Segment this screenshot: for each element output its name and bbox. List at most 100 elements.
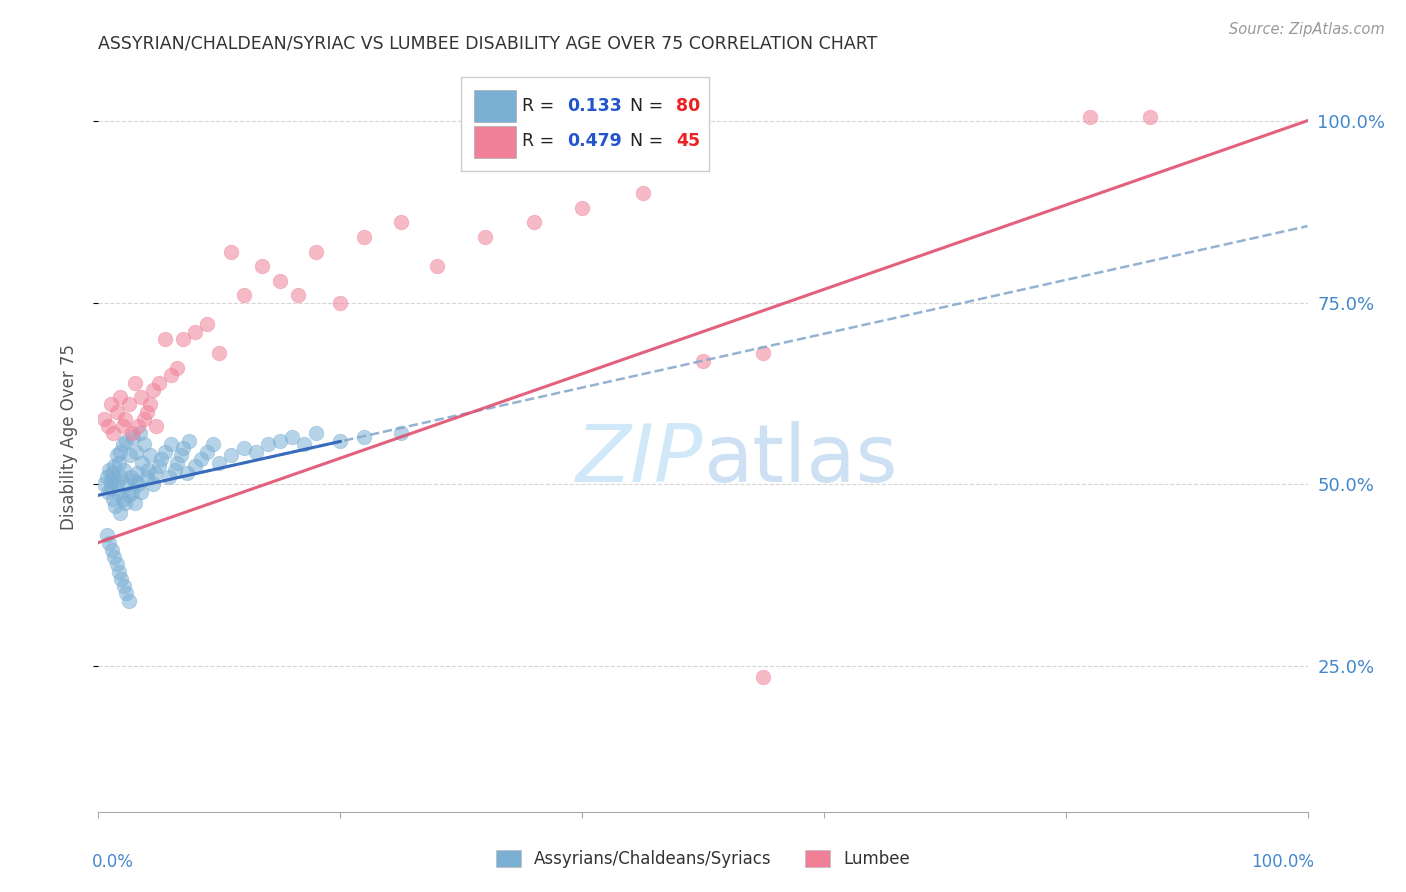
Point [121, 484, 143, 499]
Point [287, 288, 309, 302]
Point [115, 586, 138, 600]
Point [125, 444, 148, 458]
Point [232, 441, 254, 455]
Point [103, 459, 125, 474]
Point [105, 448, 128, 462]
Text: N =: N = [630, 132, 669, 150]
Point [169, 448, 191, 462]
Point [124, 376, 146, 390]
Point [195, 444, 218, 458]
Point [96, 470, 118, 484]
Point [139, 397, 162, 411]
Point [98, 535, 121, 549]
FancyBboxPatch shape [474, 90, 516, 121]
Point [150, 451, 173, 466]
Text: R =: R = [522, 97, 560, 115]
Point [118, 488, 141, 502]
Point [292, 437, 315, 451]
Point [108, 390, 131, 404]
Point [190, 451, 212, 466]
Point [93, 412, 115, 426]
Point [256, 437, 278, 451]
Point [163, 463, 186, 477]
Legend: Assyrians/Chaldeans/Syriacs, Lumbee: Assyrians/Chaldeans/Syriacs, Lumbee [489, 843, 917, 875]
Point [112, 463, 135, 477]
Point [131, 456, 153, 470]
Point [105, 404, 128, 418]
Point [184, 325, 207, 339]
Point [166, 361, 188, 376]
Point [103, 550, 125, 565]
Point [184, 459, 207, 474]
Point [142, 383, 165, 397]
Point [160, 368, 183, 383]
Point [752, 670, 775, 684]
Point [115, 434, 138, 448]
Point [100, 481, 122, 495]
Point [122, 430, 145, 444]
Point [118, 448, 141, 462]
Point [195, 318, 218, 332]
Point [114, 495, 136, 509]
Point [1078, 110, 1101, 124]
Point [329, 434, 352, 448]
Text: 0.0%: 0.0% [93, 853, 134, 871]
Point [179, 434, 201, 448]
Point [101, 426, 124, 441]
Point [202, 437, 225, 451]
Point [100, 474, 122, 488]
Point [118, 593, 141, 607]
Point [571, 201, 593, 215]
Text: Source: ZipAtlas.com: Source: ZipAtlas.com [1229, 22, 1385, 37]
Point [100, 467, 122, 481]
Point [117, 477, 139, 491]
Point [118, 397, 141, 411]
Point [353, 430, 375, 444]
Point [100, 542, 122, 557]
Point [108, 507, 131, 521]
Point [105, 477, 128, 491]
Point [127, 419, 149, 434]
Point [111, 419, 134, 434]
Text: atlas: atlas [703, 420, 897, 499]
Point [157, 470, 180, 484]
Text: N =: N = [630, 97, 669, 115]
Point [124, 495, 146, 509]
Text: 45: 45 [676, 132, 700, 150]
Point [221, 244, 243, 259]
Point [120, 470, 142, 484]
Point [129, 390, 152, 404]
Point [145, 419, 167, 434]
Point [100, 397, 122, 411]
Text: ASSYRIAN/CHALDEAN/SYRIAC VS LUMBEE DISABILITY AGE OVER 75 CORRELATION CHART: ASSYRIAN/CHALDEAN/SYRIAC VS LUMBEE DISAB… [98, 35, 877, 53]
Point [114, 412, 136, 426]
Point [166, 456, 188, 470]
Point [172, 332, 194, 346]
Point [176, 467, 198, 481]
Point [692, 353, 714, 368]
Y-axis label: Disability Age Over 75: Disability Age Over 75 [59, 344, 77, 530]
Point [208, 346, 231, 360]
Point [110, 572, 132, 586]
Text: ZIP: ZIP [575, 420, 703, 499]
Point [108, 565, 131, 579]
Point [523, 215, 546, 229]
Point [110, 470, 132, 484]
Point [135, 404, 157, 418]
Text: R =: R = [522, 132, 560, 150]
Point [103, 470, 125, 484]
Point [172, 441, 194, 455]
Point [112, 579, 135, 593]
Point [353, 230, 375, 244]
Point [426, 259, 449, 273]
Point [93, 477, 115, 491]
Point [127, 477, 149, 491]
Point [128, 426, 150, 441]
Point [135, 470, 157, 484]
Text: 80: 80 [676, 97, 700, 115]
Point [1139, 110, 1161, 124]
Point [208, 456, 231, 470]
Point [153, 332, 176, 346]
Point [111, 491, 134, 506]
Point [148, 376, 170, 390]
